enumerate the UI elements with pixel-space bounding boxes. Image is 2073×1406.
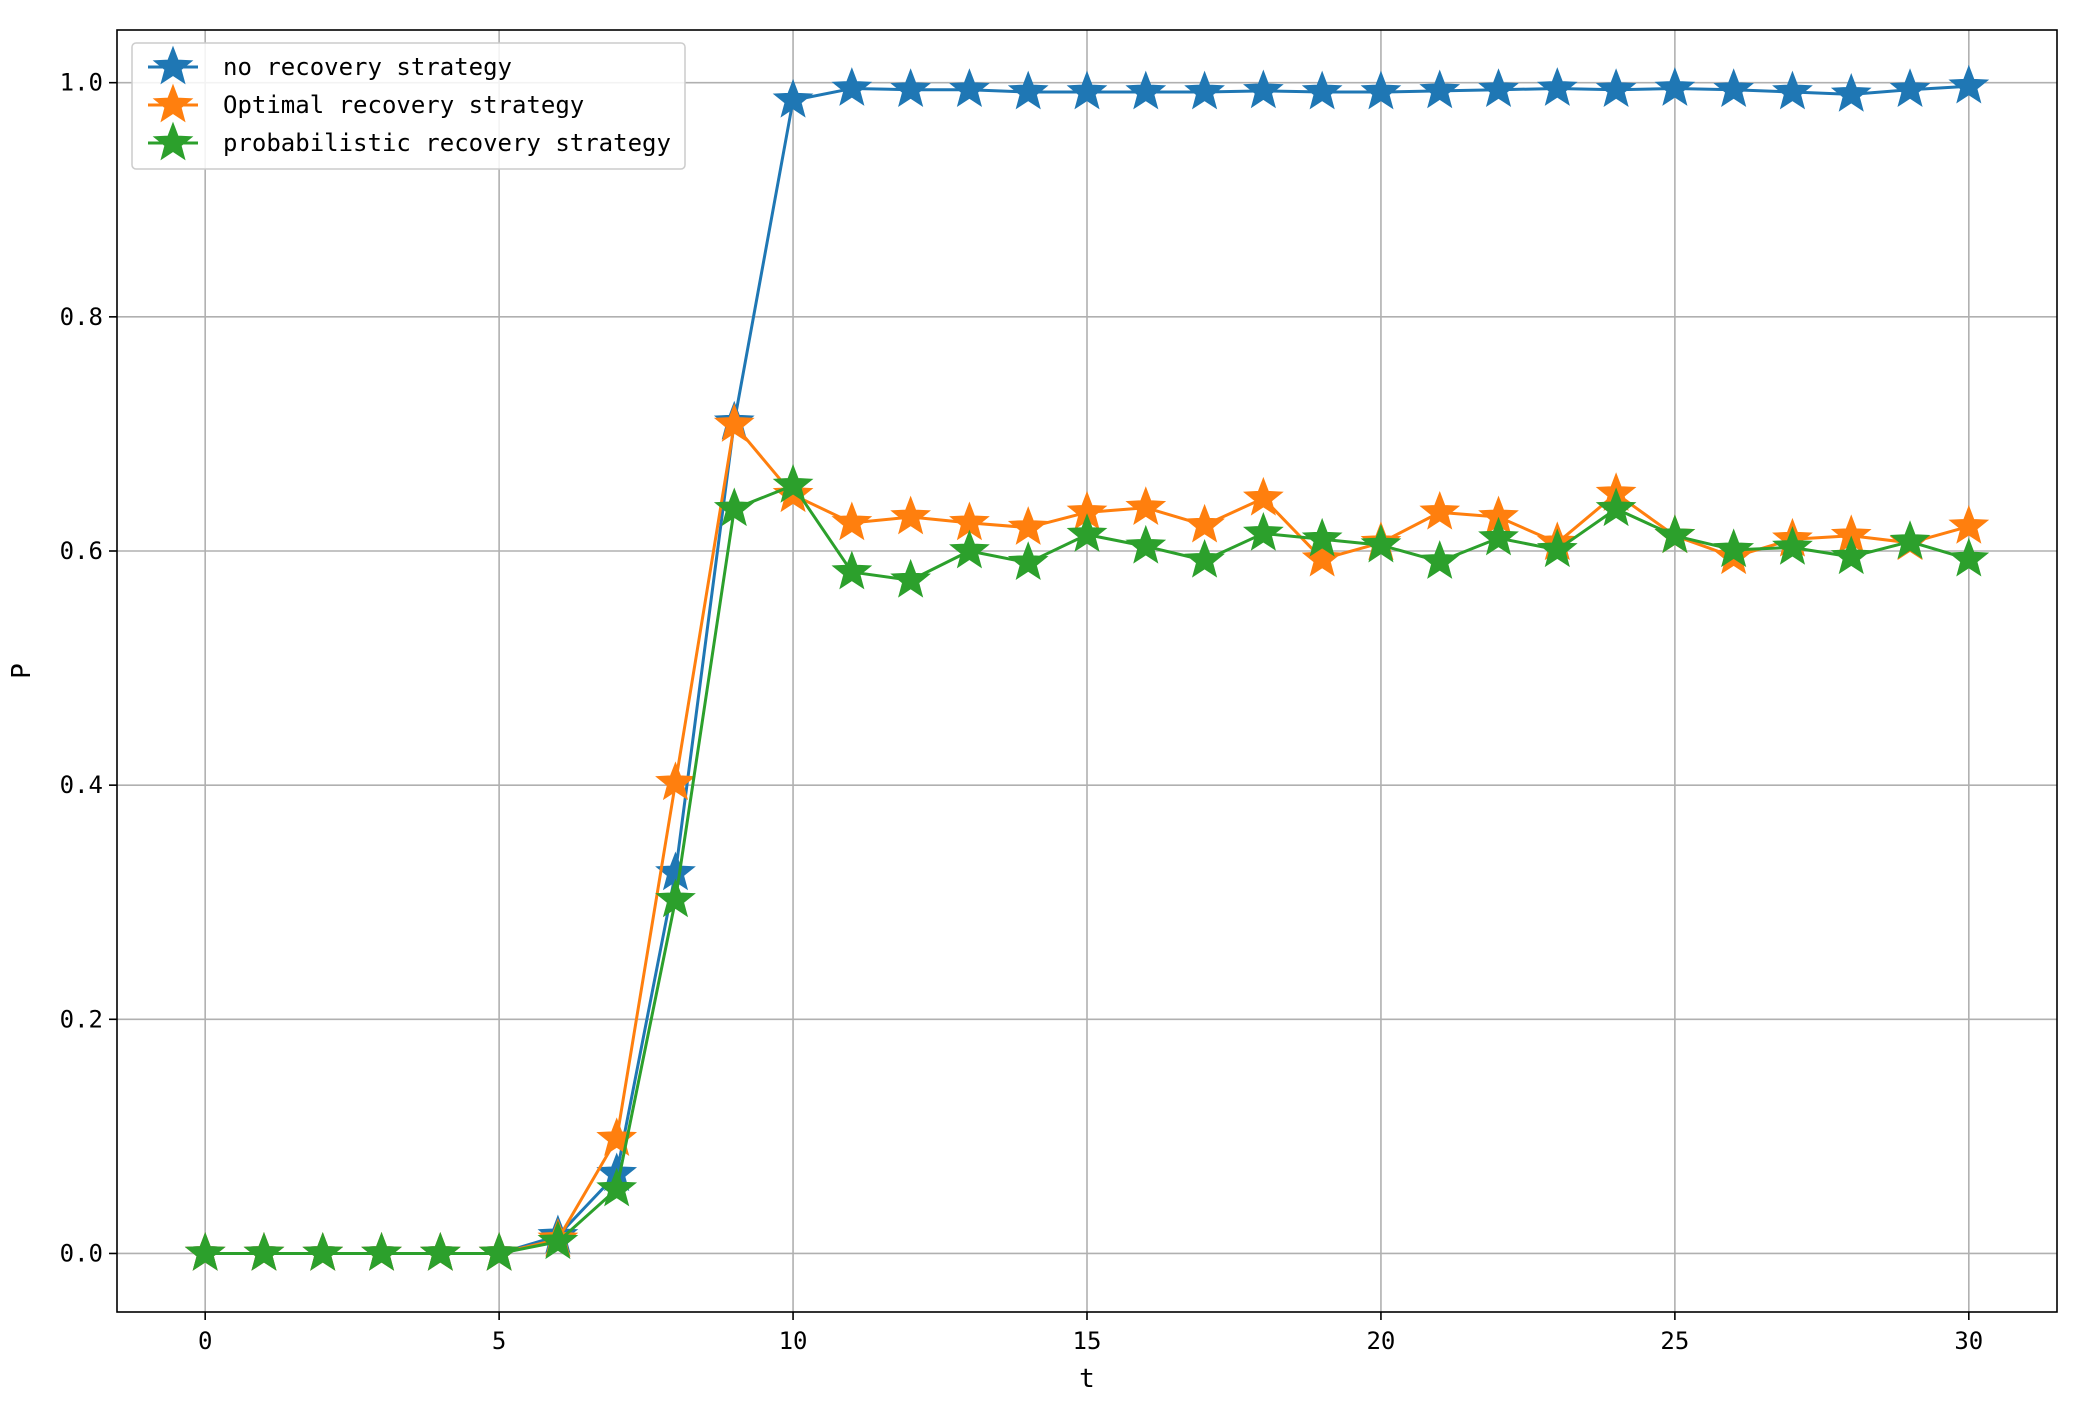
data-point: [772, 78, 814, 118]
x-axis-ticks: 0 5 10 15 20 25 30: [198, 1312, 1983, 1355]
data-point: [1536, 67, 1578, 106]
data-point: [1419, 490, 1461, 530]
data-point: [1830, 535, 1872, 575]
data-point: [243, 1232, 285, 1271]
data-point: [1595, 487, 1637, 527]
data-point: [890, 558, 931, 598]
legend-label: probabilistic recovery strategy: [223, 129, 671, 157]
x-tick-label: 20: [1366, 1327, 1395, 1355]
data-point: [1125, 524, 1167, 564]
data-point: [1713, 68, 1755, 108]
data-point: [1007, 541, 1049, 581]
y-axis-ticks: 0.0 0.2 0.4 0.6 0.8 1.0: [60, 69, 117, 1267]
data-point: [1360, 523, 1402, 563]
data-point: [1654, 514, 1696, 554]
data-point: [1125, 70, 1167, 110]
data-point: [1948, 505, 1990, 544]
data-point: [1654, 67, 1696, 106]
data-point: [655, 878, 696, 918]
series-group: [184, 64, 1990, 1271]
data-point: [1301, 537, 1343, 577]
data-point: [890, 495, 931, 535]
data-point: [831, 501, 873, 541]
data-point: [1948, 537, 1990, 577]
data-point: [537, 1220, 579, 1260]
x-tick-label: 25: [1660, 1327, 1689, 1355]
y-tick-label: 0.8: [60, 303, 103, 331]
data-point: [1948, 64, 1990, 104]
data-point: [1243, 512, 1284, 551]
data-point: [1889, 68, 1931, 108]
data-point: [184, 1232, 226, 1271]
x-tick-label: 15: [1073, 1327, 1102, 1355]
data-point: [890, 68, 931, 108]
data-point: [1184, 70, 1225, 110]
y-tick-label: 0.0: [60, 1239, 103, 1267]
legend-label: Optimal recovery strategy: [223, 91, 584, 119]
data-point: [302, 1232, 344, 1271]
legend-marker: [152, 83, 194, 123]
data-point: [949, 529, 990, 569]
data-point: [1478, 516, 1519, 556]
data-point: [1772, 70, 1813, 110]
data-point: [419, 1232, 461, 1271]
legend-item: probabilistic recovery strategy: [148, 121, 671, 161]
data-point: [1713, 528, 1755, 568]
data-point: [1243, 69, 1284, 109]
data-point: [361, 1232, 402, 1271]
data-point: [713, 403, 755, 442]
y-tick-label: 0.4: [60, 771, 103, 799]
data-point: [655, 761, 696, 801]
data-point: [1125, 486, 1167, 525]
x-tick-label: 5: [492, 1327, 506, 1355]
y-axis-label: P: [7, 663, 37, 679]
data-point: [772, 464, 814, 503]
data-point: [949, 68, 990, 108]
legend-item: no recovery strategy: [148, 45, 512, 85]
legend-item: Optimal recovery strategy: [148, 83, 584, 123]
data-point: [596, 1167, 638, 1207]
data-point: [1478, 68, 1519, 108]
x-axis-label: t: [1079, 1364, 1095, 1394]
legend: no recovery strategy Optimal recovery str…: [131, 42, 686, 170]
data-point: [1595, 68, 1637, 108]
data-point: [1301, 70, 1343, 110]
data-point: [1184, 538, 1225, 578]
data-point: [831, 550, 873, 590]
data-point: [1360, 70, 1402, 110]
data-point: [1772, 526, 1813, 565]
data-point: [1243, 476, 1284, 516]
data-point: [1889, 520, 1931, 559]
legend-box: [131, 42, 686, 170]
data-point: [831, 67, 873, 106]
data-point: [1007, 70, 1049, 110]
data-point: [1536, 528, 1578, 568]
data-point: [1007, 506, 1049, 545]
data-point: [1419, 540, 1461, 579]
x-tick-label: 10: [779, 1327, 808, 1355]
data-point: [1066, 513, 1108, 552]
data-point: [1830, 72, 1872, 112]
data-point: [1184, 503, 1225, 543]
series-2: [184, 464, 1990, 1271]
x-tick-label: 0: [198, 1327, 212, 1355]
legend-label: no recovery strategy: [223, 53, 512, 81]
data-point: [1419, 69, 1461, 109]
data-point: [1301, 517, 1343, 557]
data-point: [713, 487, 755, 527]
data-point: [596, 1117, 638, 1157]
data-point: [478, 1232, 520, 1271]
y-tick-label: 0.2: [60, 1005, 103, 1033]
legend-marker: [152, 121, 194, 161]
y-tick-label: 0.6: [60, 537, 103, 565]
y-tick-label: 1.0: [60, 69, 103, 97]
x-tick-label: 30: [1954, 1327, 1983, 1355]
data-point: [1066, 70, 1108, 110]
legend-marker: [152, 45, 194, 85]
